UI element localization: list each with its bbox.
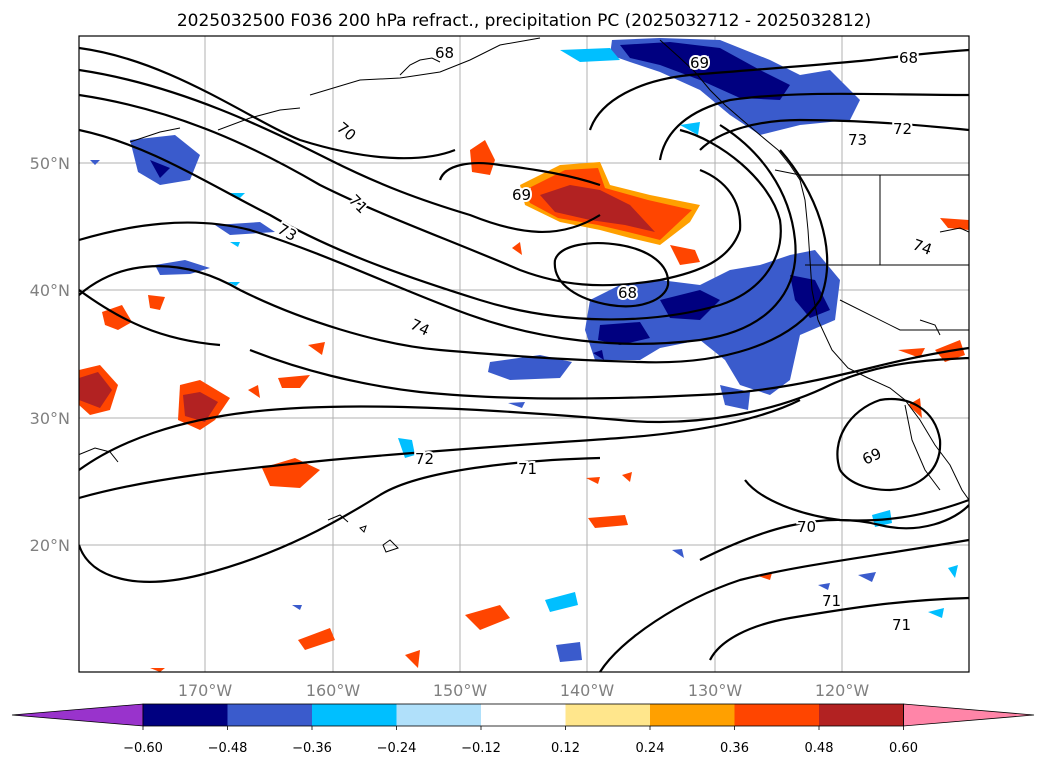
lon-label: 140°W xyxy=(560,681,615,700)
colorbar-tick-label: −0.48 xyxy=(208,741,248,756)
precip-negative-areas xyxy=(90,38,958,662)
contour-label: 73 xyxy=(274,220,300,245)
precip-positive-areas xyxy=(79,140,969,672)
colorbar: −0.60 −0.48 −0.36 −0.24 −0.12 0.12 0.24 0.36 0.4… xyxy=(11,703,1035,756)
colorbar-segment xyxy=(734,704,819,726)
colorbar-tick-label: −0.12 xyxy=(461,741,501,756)
colorbar-tick-label: −0.60 xyxy=(123,741,163,756)
lon-label: 160°W xyxy=(306,681,361,700)
colorbar-tick-label: 0.24 xyxy=(636,741,665,756)
coastlines xyxy=(79,37,969,553)
contour-label: 69 xyxy=(512,186,531,204)
lat-label: 20°N xyxy=(30,536,70,555)
contour-label: 74 xyxy=(407,315,432,339)
contour-label: 69 xyxy=(690,54,709,72)
colorbar-tick-label: 0.12 xyxy=(551,741,580,756)
contour-label: 72 xyxy=(415,450,434,468)
lon-label: 130°W xyxy=(688,681,743,700)
contour-label: 68 xyxy=(435,44,454,62)
colorbar-segment xyxy=(312,704,397,726)
contour-label: 73 xyxy=(848,131,867,149)
contour-label: 70 xyxy=(333,119,359,145)
contour-label: 72 xyxy=(893,120,912,138)
colorbar-segment xyxy=(650,704,735,726)
lat-label: 50°N xyxy=(30,154,70,173)
lon-label: 120°W xyxy=(815,681,870,700)
colorbar-frame xyxy=(142,703,904,727)
contour-label: 71 xyxy=(518,460,537,478)
lat-label: 40°N xyxy=(30,281,70,300)
contour-label: 71 xyxy=(345,191,371,217)
colorbar-tick-label: 0.60 xyxy=(889,741,918,756)
colorbar-segment xyxy=(819,704,904,726)
colorbar-tick-label: −0.24 xyxy=(377,741,417,756)
colorbar-arrow-right xyxy=(903,703,1035,727)
lon-labels: 170°W 160°W 150°W 140°W 130°W 120°W xyxy=(178,681,870,700)
map-frame xyxy=(78,35,970,673)
colorbar-tick-label: −0.36 xyxy=(292,741,332,756)
colorbar-segment xyxy=(565,704,650,726)
contour-label: 71 xyxy=(892,616,911,634)
contour-label: 69 xyxy=(859,444,884,468)
contour-label: 74 xyxy=(910,235,934,258)
lon-label: 150°W xyxy=(433,681,488,700)
colorbar-tick-label: 0.48 xyxy=(805,741,834,756)
contour-label: 68 xyxy=(618,284,637,302)
contour-label: 68 xyxy=(899,49,918,67)
lon-label: 170°W xyxy=(178,681,233,700)
colorbar-segment xyxy=(481,704,566,726)
refractivity-contours xyxy=(79,46,969,672)
lat-labels: 20°N 30°N 40°N 50°N xyxy=(30,154,70,555)
contour-label: 70 xyxy=(797,518,816,536)
colorbar-segment xyxy=(143,704,228,726)
figure-title: 2025032500 F036 200 hPa refract., precip… xyxy=(177,11,871,31)
colorbar-tick-label: 0.36 xyxy=(720,741,749,756)
colorbar-segment xyxy=(396,704,481,726)
colorbar-arrow-left xyxy=(11,703,144,727)
contour-label: 71 xyxy=(822,592,841,610)
colorbar-segment xyxy=(227,704,312,726)
lat-label: 30°N xyxy=(30,409,70,428)
